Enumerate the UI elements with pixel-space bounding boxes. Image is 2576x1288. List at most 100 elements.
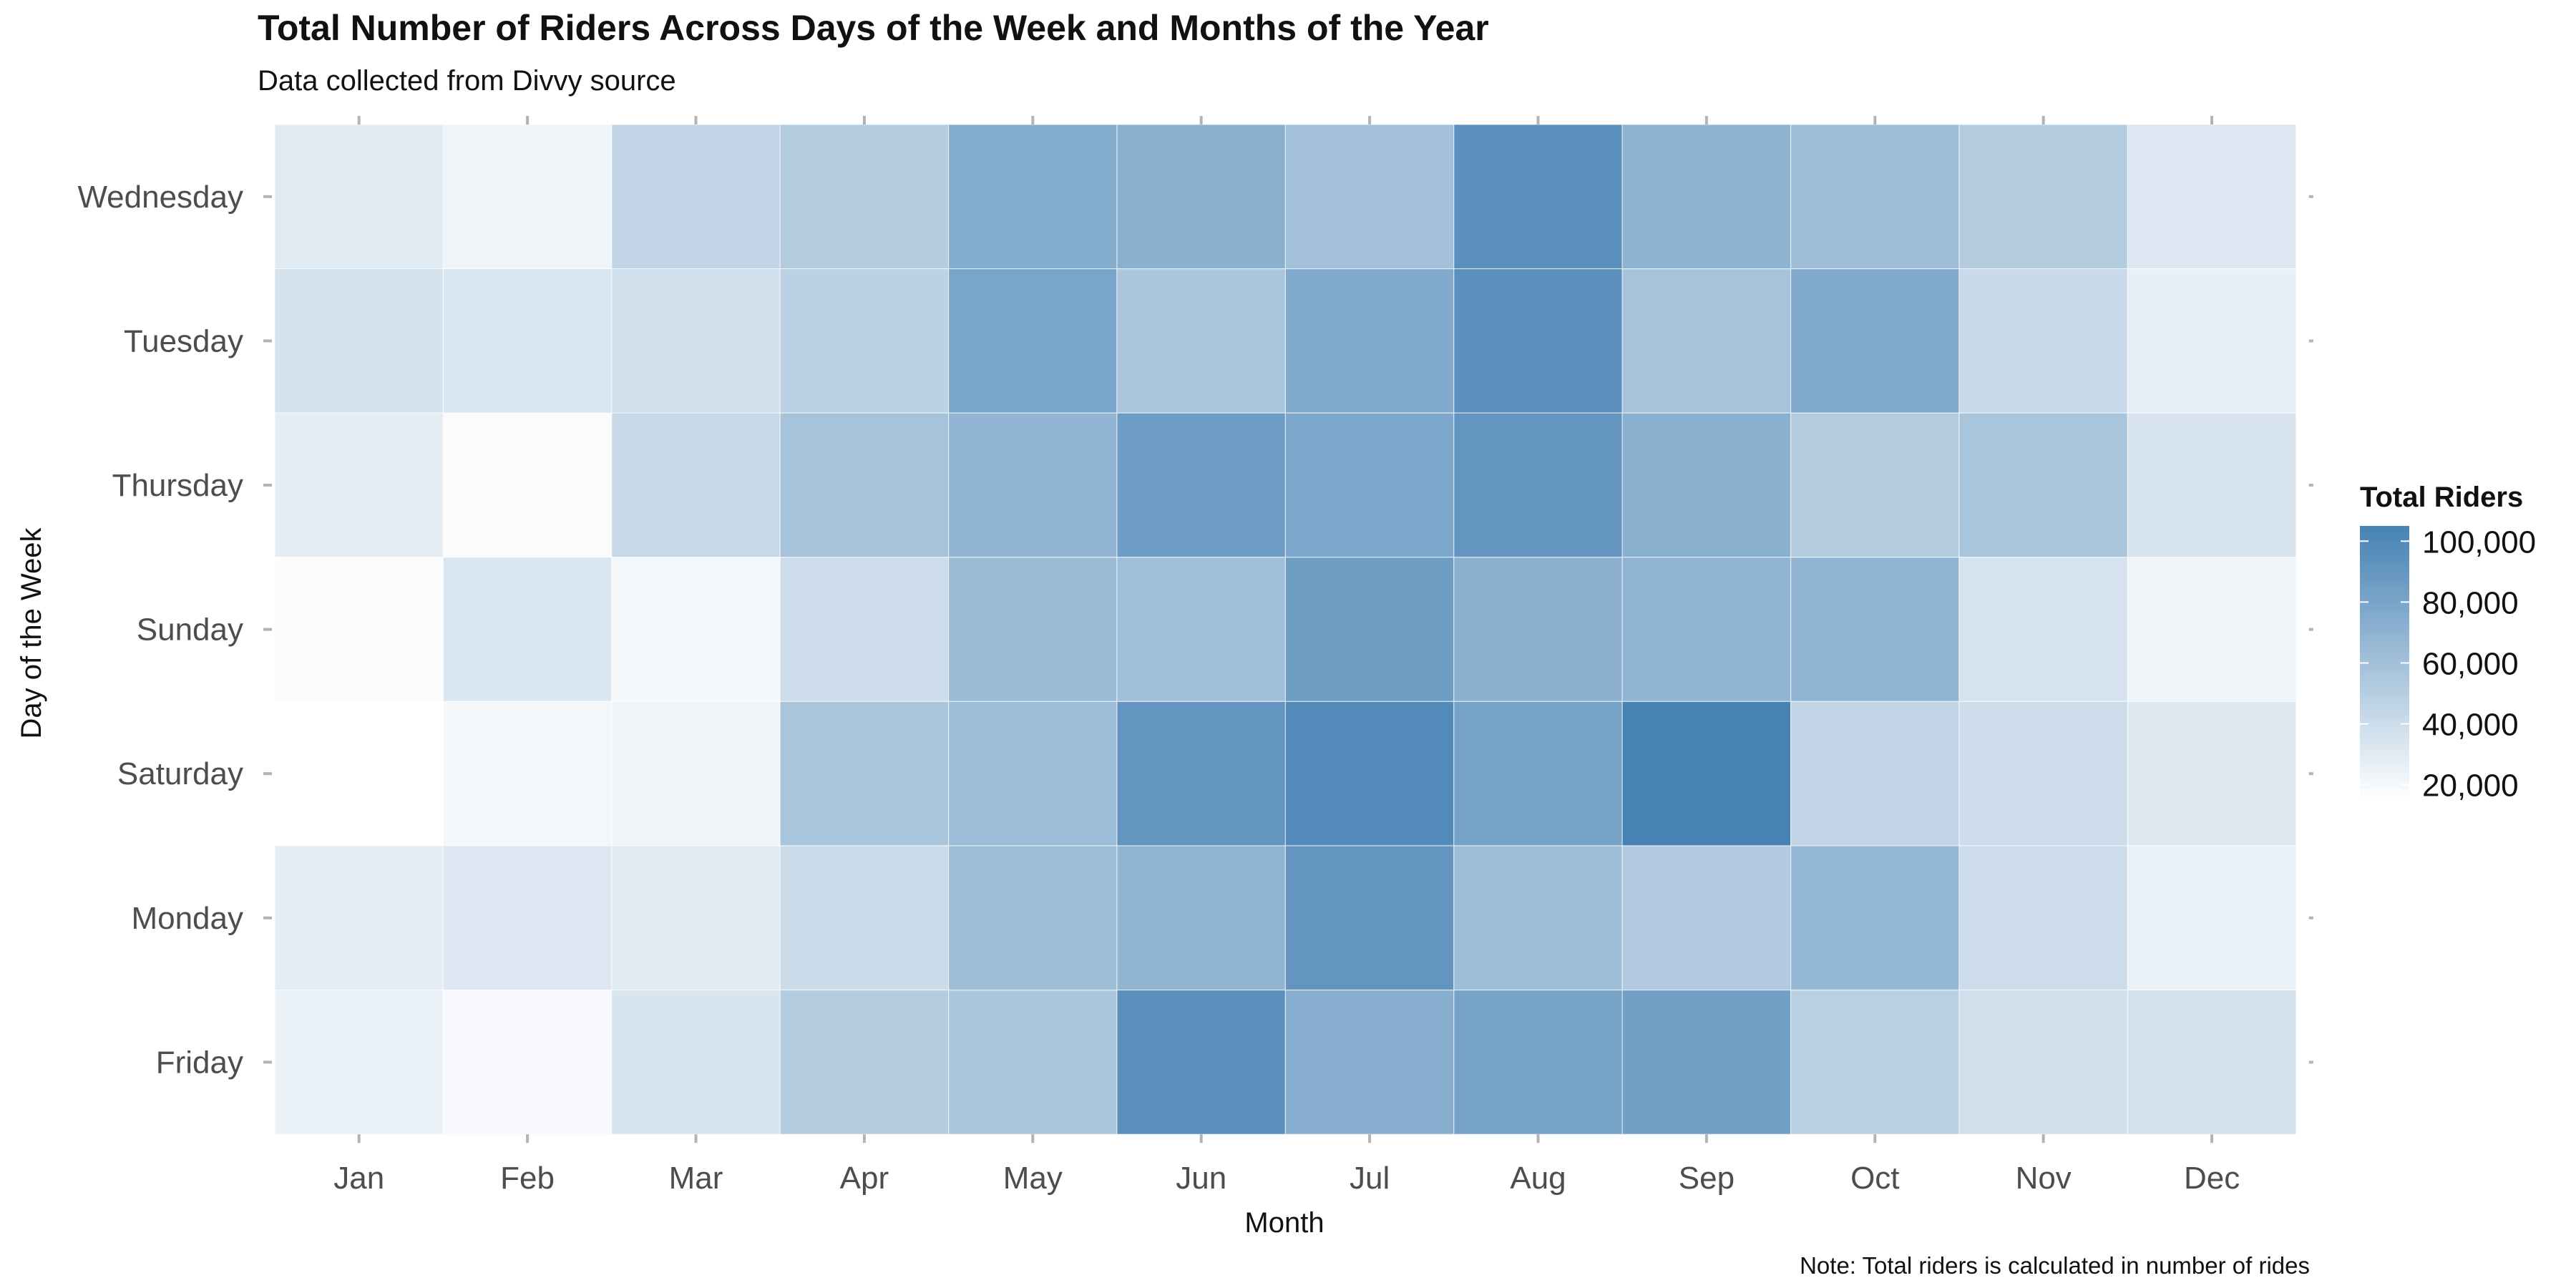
heatmap-cell — [779, 701, 950, 847]
heatmap-cell — [1453, 124, 1623, 270]
heatmap-cell — [947, 845, 1118, 991]
heatmap-cell — [1958, 845, 2128, 991]
heatmap-cell — [1284, 124, 1455, 270]
x-axis-title: Month — [1244, 1207, 1324, 1239]
heatmap-cell — [1621, 701, 1792, 847]
heatmap-cell — [1958, 989, 2128, 1135]
heatmap-cell — [274, 845, 444, 991]
heatmap-cell — [2127, 845, 2297, 991]
heatmap-cell — [1284, 412, 1455, 558]
y-tick-label: Thursday — [112, 468, 243, 503]
x-tick-label: Jan — [333, 1161, 384, 1196]
heatmap-cell — [1284, 701, 1455, 847]
heatmap-cell — [274, 701, 444, 847]
heatmap-cell — [1958, 557, 2128, 702]
legend-label: 80,000 — [2422, 585, 2519, 620]
heatmap-cell — [1790, 268, 1960, 414]
y-axis-title: Day of the Week — [16, 527, 47, 739]
heatmap-cell — [611, 557, 781, 702]
legend-label: 60,000 — [2422, 647, 2519, 682]
heatmap-cell — [611, 701, 781, 847]
x-tick-label: Dec — [2184, 1161, 2240, 1196]
x-tick-label: Oct — [1850, 1161, 1899, 1196]
axis-ticks — [263, 116, 2313, 1143]
heatmap-cell — [1958, 124, 2128, 270]
heatmap-cell — [1116, 412, 1286, 558]
heatmap-cell — [611, 412, 781, 558]
heatmap-cell — [947, 989, 1118, 1135]
chart-subtitle: Data collected from Divvy source — [258, 65, 676, 97]
heatmap-cell — [1453, 701, 1623, 847]
x-tick-label: Nov — [2016, 1161, 2072, 1196]
heatmap-cell — [2127, 557, 2297, 702]
heatmap-cell — [2127, 268, 2297, 414]
heatmap-cell — [779, 124, 950, 270]
heatmap-cell — [442, 845, 613, 991]
heatmap-cells — [274, 124, 2297, 1135]
heatmap-cell — [442, 557, 613, 702]
x-tick-label: May — [1003, 1161, 1063, 1196]
x-tick-label: Mar — [669, 1161, 723, 1196]
heatmap-cell — [1621, 412, 1792, 558]
heatmap-cell — [442, 989, 613, 1135]
legend-label: 40,000 — [2422, 708, 2519, 743]
heatmap-cell — [1790, 124, 1960, 270]
heatmap-cell — [1958, 412, 2128, 558]
heatmap-cell — [1116, 124, 1286, 270]
heatmap-cell — [1284, 989, 1455, 1135]
heatmap-cell — [274, 124, 444, 270]
heatmap-cell — [1284, 268, 1455, 414]
heatmap-cell — [1453, 989, 1623, 1135]
heatmap-cell — [442, 268, 613, 414]
heatmap-cell — [2127, 124, 2297, 270]
heatmap-cell — [1453, 268, 1623, 414]
y-tick-label: Sunday — [137, 613, 243, 648]
heatmap-cell — [1958, 268, 2128, 414]
legend-ticks: 20,000 40,000 60,000 80,000 100,000 — [2360, 525, 2536, 804]
heatmap-cell — [1284, 557, 1455, 702]
heatmap-cell — [1790, 989, 1960, 1135]
heatmap-cell — [947, 412, 1118, 558]
heatmap-cell — [442, 124, 613, 270]
heatmap-cell — [1621, 124, 1792, 270]
heatmap-cell — [274, 412, 444, 558]
heatmap-cell — [1116, 701, 1286, 847]
heatmap-cell — [947, 268, 1118, 414]
legend: Total Riders 20,000 40,000 60,000 80,000 100… — [2360, 482, 2536, 804]
x-tick-label: Jul — [1350, 1161, 1390, 1196]
heatmap-cell — [1116, 557, 1286, 702]
heatmap-cell — [611, 268, 781, 414]
legend-label: 100,000 — [2422, 525, 2536, 560]
y-tick-label: Saturday — [117, 756, 243, 791]
heatmap-cell — [1958, 701, 2128, 847]
chart-title: Total Number of Riders Across Days of th… — [258, 8, 1489, 48]
heatmap-cell — [2127, 701, 2297, 847]
heatmap-cell — [1621, 989, 1792, 1135]
heatmap-cell — [947, 701, 1118, 847]
heatmap-cell — [947, 557, 1118, 702]
heatmap-cell — [779, 845, 950, 991]
heatmap-cell — [947, 124, 1118, 270]
heatmap-cell — [1284, 845, 1455, 991]
heatmap-cell — [2127, 989, 2297, 1135]
heatmap-cell — [779, 412, 950, 558]
heatmap-cell — [779, 989, 950, 1135]
heatmap-cell — [1116, 268, 1286, 414]
heatmap-cell — [779, 268, 950, 414]
y-tick-label: Tuesday — [124, 323, 243, 358]
caption-note: Note: Total riders is calculated in numb… — [1800, 1252, 2310, 1279]
heatmap-cell — [1116, 845, 1286, 991]
heatmap-cell — [1621, 557, 1792, 702]
heatmap-cell — [274, 989, 444, 1135]
heatmap-cell — [1790, 701, 1960, 847]
heatmap-cell — [1453, 845, 1623, 991]
heatmap-cell — [1621, 268, 1792, 414]
heatmap-cell — [779, 557, 950, 702]
heatmap-cell — [274, 268, 444, 414]
heatmap-cell — [274, 557, 444, 702]
heatmap-cell — [442, 701, 613, 847]
heatmap-cell — [611, 989, 781, 1135]
y-tick-label: Friday — [156, 1045, 243, 1080]
x-tick-label: Jun — [1176, 1161, 1226, 1196]
